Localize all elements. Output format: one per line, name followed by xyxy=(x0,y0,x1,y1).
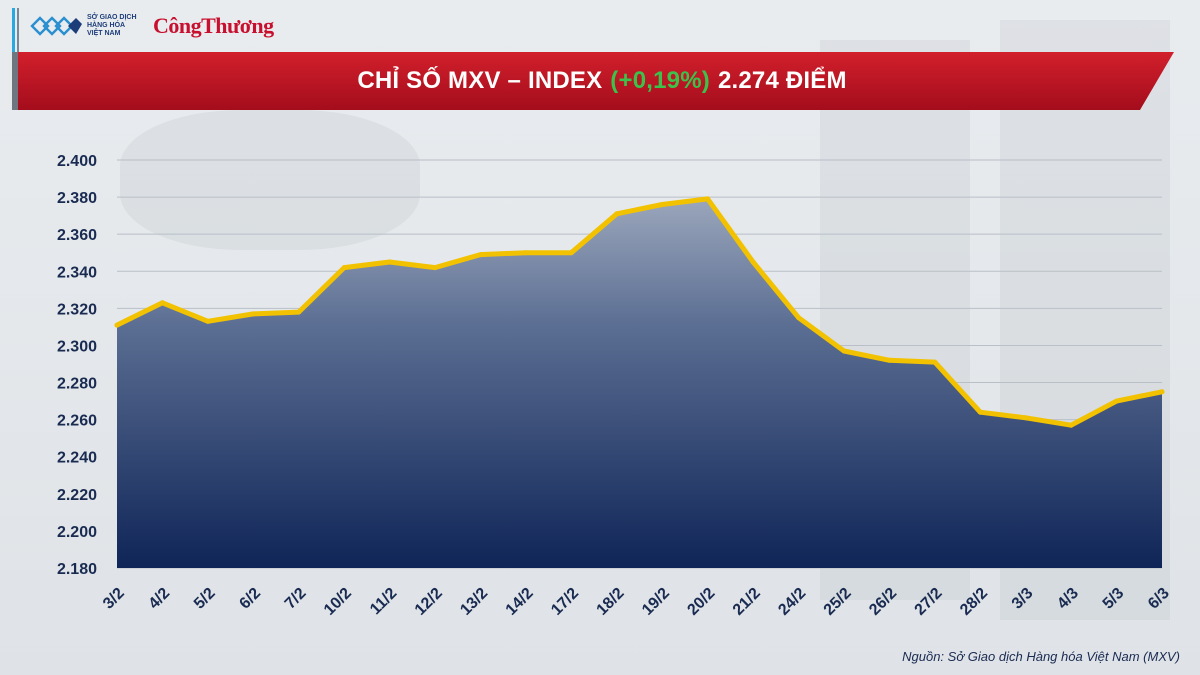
y-tick-label: 2.180 xyxy=(57,561,97,578)
title-banner: CHỈ SỐ MXV – INDEX (+0,19%) 2.274 ĐIỂM xyxy=(12,50,1182,112)
data-point xyxy=(341,265,347,271)
x-tick-label: 11/2 xyxy=(367,585,400,618)
y-tick-label: 2.400 xyxy=(57,153,97,170)
title-index-value: 2.274 ĐIỂM xyxy=(717,67,847,94)
x-tick-label: 26/2 xyxy=(866,585,900,619)
x-tick-label: 24/2 xyxy=(775,585,809,619)
data-point xyxy=(705,196,711,202)
mxv-logo-icon xyxy=(30,16,82,36)
x-tick-label: 28/2 xyxy=(957,585,991,619)
data-point xyxy=(796,315,801,321)
x-tick-label: 7/2 xyxy=(282,585,310,613)
data-point xyxy=(750,259,756,265)
x-tick-label: 17/2 xyxy=(548,585,582,619)
x-tick-label: 4/2 xyxy=(146,585,174,613)
y-tick-label: 2.360 xyxy=(57,227,97,244)
data-point xyxy=(841,348,847,354)
x-tick-label: 5/3 xyxy=(1100,585,1128,613)
mxv-logo-line: VIỆT NAM xyxy=(87,30,121,37)
y-tick-label: 2.320 xyxy=(57,301,97,318)
x-tick-label: 27/2 xyxy=(912,585,946,619)
data-point xyxy=(523,250,529,256)
x-tick-label: 13/2 xyxy=(457,585,491,619)
x-tick-label: 18/2 xyxy=(594,585,628,619)
x-tick-label: 3/3 xyxy=(1009,585,1037,613)
chart-title: CHỈ SỐ MXV – INDEX (+0,19%) 2.274 ĐIỂM xyxy=(42,50,1162,112)
data-point xyxy=(977,409,983,415)
data-point xyxy=(296,309,302,315)
mxv-logo-text: SỞ GIAO DỊCH HÀNG HÓA VIỆT NAM xyxy=(87,14,147,38)
title-banner-shape xyxy=(12,52,1174,110)
series-area xyxy=(117,198,1162,568)
data-point xyxy=(1159,389,1165,395)
data-point xyxy=(387,259,393,265)
data-point xyxy=(659,202,665,207)
data-point xyxy=(114,322,120,328)
mxv-logo-line: SỞ GIAO DỊCH xyxy=(87,14,137,21)
x-tick-label: 20/2 xyxy=(684,585,718,619)
x-tick-label: 12/2 xyxy=(412,585,446,619)
x-tick-label: 14/2 xyxy=(503,585,537,619)
title-prefix: CHỈ SỐ MXV – INDEX xyxy=(357,67,603,94)
mxv-logo-line: HÀNG HÓA xyxy=(87,22,126,29)
y-tick-label: 2.220 xyxy=(57,487,97,504)
x-tick-label: 6/3 xyxy=(1145,585,1173,613)
x-tick-label: 25/2 xyxy=(821,585,855,619)
y-tick-label: 2.200 xyxy=(57,524,97,541)
y-tick-label: 2.280 xyxy=(57,376,97,393)
source-note: Nguồn: Sở Giao dịch Hàng hóa Việt Nam (M… xyxy=(902,649,1180,664)
x-tick-label: 5/2 xyxy=(191,585,219,613)
x-tick-label: 4/3 xyxy=(1054,585,1082,613)
data-point xyxy=(1023,415,1029,421)
title-change-percent: (+0,19%) xyxy=(610,67,710,94)
y-tick-label: 2.240 xyxy=(57,450,97,467)
y-tick-label: 2.260 xyxy=(57,413,97,430)
data-point xyxy=(886,357,892,363)
data-point xyxy=(478,252,483,258)
header-logos: SỞ GIAO DỊCH HÀNG HÓA VIỆT NAM CôngThươn… xyxy=(30,8,274,44)
y-tick-label: 2.300 xyxy=(57,338,97,355)
data-point xyxy=(614,211,620,217)
data-point xyxy=(205,318,211,324)
data-point xyxy=(432,265,438,271)
y-tick-label: 2.380 xyxy=(57,190,97,207)
data-point xyxy=(1068,422,1074,428)
congthuong-logo: CôngThương xyxy=(153,13,274,38)
series-line xyxy=(114,196,1165,428)
x-tick-label: 19/2 xyxy=(639,585,673,619)
background-decoration xyxy=(120,110,420,250)
x-tick-label: 6/2 xyxy=(236,585,264,613)
data-point xyxy=(932,359,938,365)
data-point xyxy=(568,250,574,256)
data-point xyxy=(159,300,165,306)
data-point xyxy=(1114,398,1120,404)
x-tick-label: 21/2 xyxy=(730,585,764,619)
y-tick-label: 2.340 xyxy=(57,264,97,281)
x-tick-label: 3/2 xyxy=(100,585,128,613)
data-point xyxy=(250,311,256,317)
x-tick-label: 10/2 xyxy=(321,585,355,619)
